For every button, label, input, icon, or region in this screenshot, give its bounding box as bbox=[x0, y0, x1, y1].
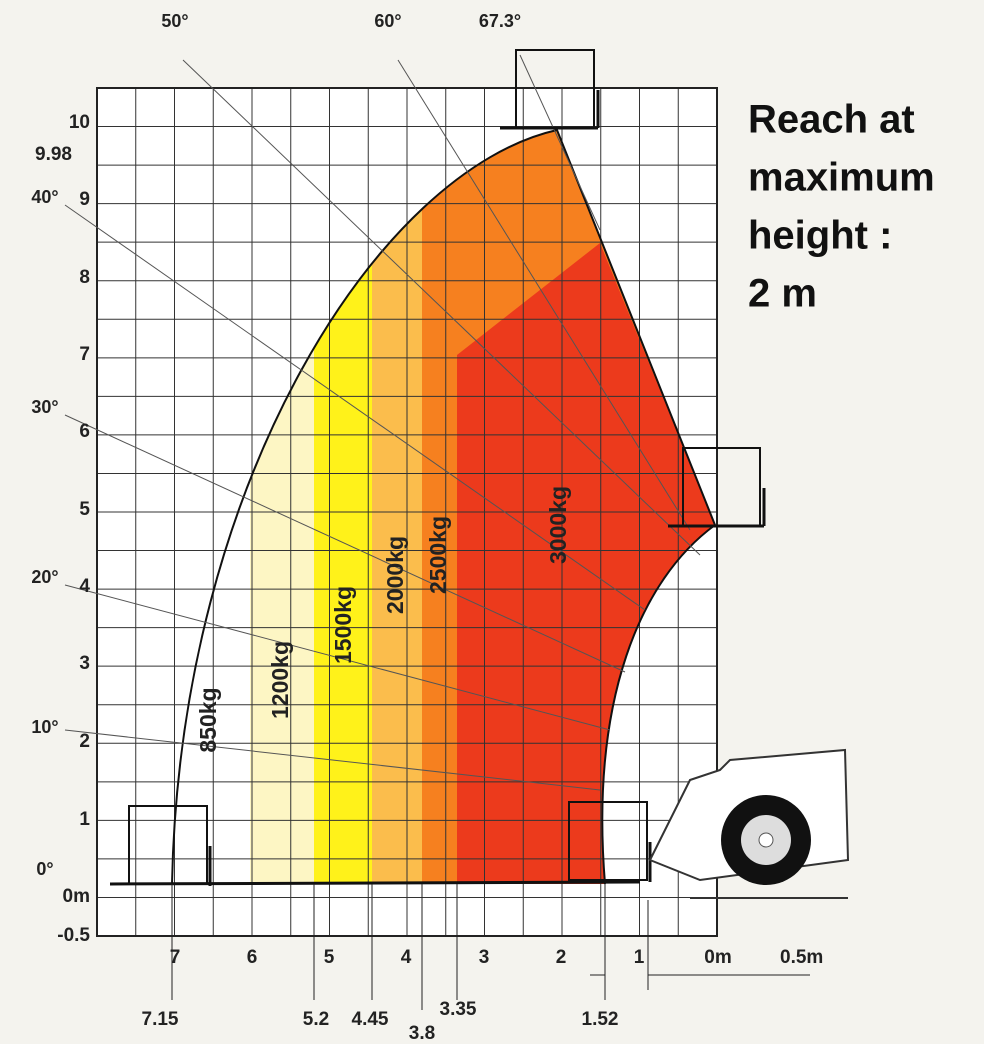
zone-label: 1500kg bbox=[330, 586, 356, 664]
x-tick-label: 0m bbox=[704, 947, 731, 968]
y-tick-label: -0.5 bbox=[57, 925, 90, 946]
y-tick-label: 0m bbox=[63, 886, 90, 907]
zone-label: 2000kg bbox=[382, 536, 408, 614]
load-chart: 9.98 0.5m 850kg 1200kg 1500kg 2000kg 250… bbox=[0, 0, 984, 1044]
max-height-label: 9.98 bbox=[35, 144, 72, 165]
reach-mark: 3.8 bbox=[409, 1023, 435, 1044]
zone-label: 3000kg bbox=[545, 486, 571, 564]
y-tick-label: 1 bbox=[79, 809, 90, 830]
y-tick-label: 6 bbox=[79, 421, 90, 442]
y-tick-label: 8 bbox=[79, 267, 90, 288]
y-tick-label: 5 bbox=[79, 499, 90, 520]
title-line: height : bbox=[748, 214, 892, 258]
y-tick-label: 4 bbox=[79, 576, 90, 597]
x-unit-label: 0.5m bbox=[780, 947, 823, 968]
x-tick-label: 7 bbox=[170, 947, 181, 968]
angle-label: 50° bbox=[161, 11, 188, 31]
angle-label: 60° bbox=[374, 11, 401, 31]
reach-mark: 5.2 bbox=[303, 1009, 329, 1030]
zone-label: 850kg bbox=[195, 687, 221, 752]
y-tick-label: 2 bbox=[79, 731, 90, 752]
reach-mark: 4.45 bbox=[352, 1009, 389, 1030]
x-tick-label: 6 bbox=[247, 947, 258, 968]
angle-label: 40° bbox=[31, 187, 58, 207]
angle-label: 0° bbox=[36, 859, 53, 879]
x-tick-label: 4 bbox=[401, 947, 412, 968]
title-line: Reach at bbox=[748, 98, 915, 142]
y-tick-label: 7 bbox=[79, 344, 90, 365]
x-tick-label: 3 bbox=[479, 947, 490, 968]
y-tick-label: 9 bbox=[79, 189, 90, 210]
reach-mark: 7.15 bbox=[142, 1009, 179, 1030]
angle-label: 30° bbox=[31, 397, 58, 417]
zone-label: 1200kg bbox=[267, 641, 293, 719]
y-tick-label: 10 bbox=[69, 112, 90, 133]
y-tick-label: 3 bbox=[79, 653, 90, 674]
reach-mark: 1.52 bbox=[582, 1009, 619, 1030]
angle-label: 20° bbox=[31, 567, 58, 587]
angle-label: 10° bbox=[31, 717, 58, 737]
reach-mark: 3.35 bbox=[440, 999, 477, 1020]
title-line: 2 m bbox=[748, 272, 817, 316]
x-tick-label: 5 bbox=[324, 947, 335, 968]
title-line: maximum bbox=[748, 156, 935, 200]
x-tick-label: 2 bbox=[556, 947, 567, 968]
zone-label: 2500kg bbox=[425, 516, 451, 594]
angle-label: 67.3° bbox=[479, 11, 521, 31]
x-tick-label: 1 bbox=[634, 947, 645, 968]
